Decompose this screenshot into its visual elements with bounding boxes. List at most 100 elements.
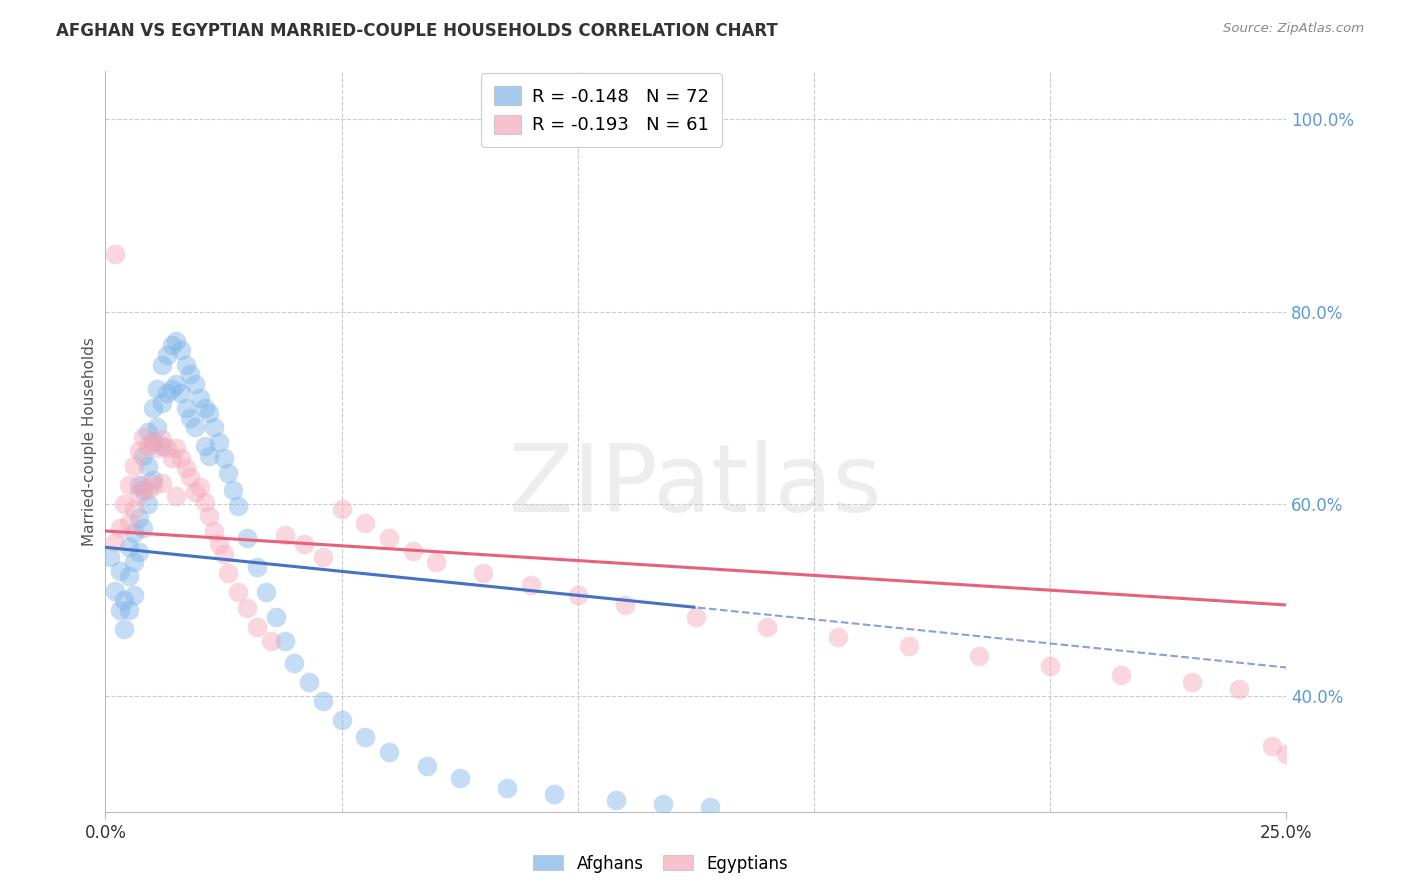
Point: [1181, 674, 1204, 689]
Point: [264, 610, 287, 624]
Point: [312, 549, 335, 564]
Point: [118, 478, 141, 492]
Point: [150, 396, 173, 410]
Point: [118, 569, 141, 583]
Point: [202, 524, 225, 538]
Point: [150, 475, 173, 490]
Point: [118, 541, 141, 555]
Point: [274, 528, 297, 542]
Point: [330, 714, 353, 728]
Point: [128, 545, 150, 559]
Point: [165, 442, 187, 456]
Point: [132, 449, 155, 463]
Point: [170, 343, 193, 358]
Point: [198, 406, 221, 420]
Point: [226, 499, 249, 513]
Point: [260, 633, 283, 648]
Point: [198, 449, 221, 463]
Point: [827, 630, 849, 644]
Point: [150, 439, 173, 453]
Point: [274, 633, 297, 648]
Point: [297, 674, 319, 689]
Point: [108, 565, 131, 579]
Point: [246, 620, 269, 634]
Point: [184, 485, 207, 500]
Point: [208, 537, 231, 551]
Point: [174, 460, 197, 475]
Point: [194, 439, 217, 453]
Point: [217, 566, 239, 581]
Point: [142, 434, 165, 449]
Text: Source: ZipAtlas.com: Source: ZipAtlas.com: [1223, 22, 1364, 36]
Point: [208, 434, 231, 449]
Point: [98, 549, 121, 564]
Point: [519, 578, 541, 592]
Point: [136, 458, 159, 473]
Point: [1109, 668, 1132, 682]
Point: [449, 771, 471, 785]
Point: [150, 358, 173, 372]
Point: [194, 401, 217, 415]
Legend: Afghans, Egyptians: Afghans, Egyptians: [526, 848, 796, 880]
Point: [174, 358, 197, 372]
Point: [330, 501, 353, 516]
Point: [104, 583, 127, 598]
Point: [188, 480, 211, 494]
Point: [142, 434, 165, 449]
Point: [425, 555, 447, 569]
Point: [170, 386, 193, 401]
Point: [312, 694, 335, 708]
Point: [179, 368, 201, 382]
Point: [496, 780, 519, 795]
Point: [378, 531, 401, 545]
Legend: R = -0.148   N = 72, R = -0.193   N = 61: R = -0.148 N = 72, R = -0.193 N = 61: [481, 73, 721, 147]
Point: [699, 800, 721, 814]
Point: [1227, 681, 1250, 696]
Point: [136, 497, 159, 511]
Point: [212, 547, 235, 561]
Point: [605, 793, 627, 807]
Point: [222, 483, 245, 497]
Point: [118, 516, 141, 531]
Point: [112, 593, 135, 607]
Point: [567, 588, 589, 602]
Point: [142, 478, 165, 492]
Point: [651, 797, 673, 811]
Point: [136, 483, 159, 497]
Point: [165, 334, 187, 348]
Point: [184, 420, 207, 434]
Point: [897, 640, 920, 654]
Point: [160, 450, 183, 465]
Point: [132, 478, 155, 492]
Point: [254, 585, 277, 599]
Point: [122, 458, 145, 473]
Point: [128, 487, 150, 501]
Point: [128, 511, 150, 525]
Point: [156, 386, 179, 401]
Point: [283, 656, 305, 670]
Point: [1039, 658, 1062, 673]
Point: [156, 442, 179, 456]
Point: [198, 508, 221, 523]
Point: [217, 467, 239, 481]
Point: [472, 566, 495, 581]
Point: [122, 588, 145, 602]
Text: AFGHAN VS EGYPTIAN MARRIED-COUPLE HOUSEHOLDS CORRELATION CHART: AFGHAN VS EGYPTIAN MARRIED-COUPLE HOUSEH…: [56, 22, 778, 40]
Point: [142, 401, 165, 415]
Point: [685, 610, 707, 624]
Point: [112, 622, 135, 636]
Point: [179, 470, 201, 484]
Point: [202, 420, 225, 434]
Point: [156, 348, 179, 362]
Point: [132, 483, 155, 497]
Point: [160, 338, 183, 352]
Point: [108, 603, 131, 617]
Text: ZIPatlas: ZIPatlas: [509, 440, 883, 532]
Point: [132, 430, 155, 444]
Point: [1261, 739, 1284, 754]
Point: [415, 758, 437, 772]
Point: [194, 495, 217, 509]
Point: [150, 432, 173, 446]
Point: [118, 603, 141, 617]
Point: [969, 648, 991, 663]
